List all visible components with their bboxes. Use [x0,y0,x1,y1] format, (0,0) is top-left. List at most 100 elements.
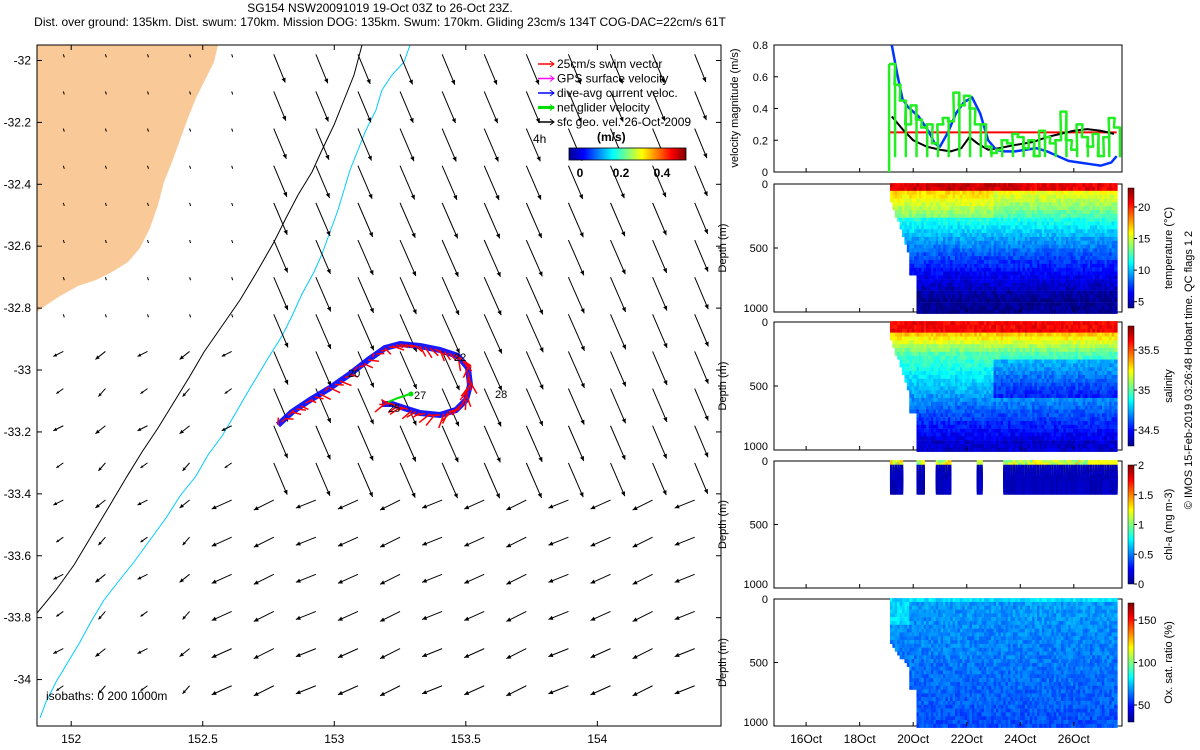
section-sample [938,394,942,399]
section-sample [964,324,969,329]
section-sample [906,321,911,326]
section-sample [935,183,940,188]
section-sample [986,355,990,360]
section-sample [1036,244,1041,249]
section-sample [986,294,990,299]
section-sample [993,286,998,291]
section-sample [935,394,940,399]
section-sample [1070,267,1075,272]
section-sample [995,190,1000,195]
section-sample [926,263,930,268]
section-sample [921,248,925,253]
section-sample [967,405,971,410]
section-sample [950,302,954,307]
section-sample [916,183,921,188]
section-sample [909,371,913,376]
section-sample [933,294,937,299]
section-sample [1082,256,1087,261]
section-sample [1024,298,1029,303]
section-sample [952,186,957,191]
section-sample [1039,190,1043,195]
geo-velocity-arrow [357,351,375,388]
section-sample [955,390,959,395]
section-sample [969,324,974,329]
section-sample [916,282,921,287]
section-sample [899,202,904,207]
section-sample [1058,259,1063,264]
section-sample [995,275,1000,280]
section-sample [979,282,983,287]
section-sample [981,378,986,383]
section-sample [971,290,976,295]
section-sample [993,394,998,399]
geo-velocity-arrow [652,165,667,198]
geo-velocity-arrow [104,54,107,58]
section-sample [1048,298,1053,303]
section-sample [1073,279,1077,284]
section-sample [933,440,937,445]
geo-velocity-arrow [211,573,232,584]
section-sample [933,275,937,280]
section-sample [986,194,990,199]
section-sample [1036,240,1041,245]
section-sample [1036,190,1041,195]
section-sample [923,344,928,349]
section-sample [1106,210,1111,215]
section-sample [945,198,949,203]
section-sample [1027,275,1031,280]
section-sample [942,359,947,364]
section-sample [1003,225,1007,230]
section-sample [933,378,937,383]
section-sample [933,236,937,241]
section-sample [1080,213,1084,218]
section-sample [1034,244,1039,249]
geo-velocity-arrow [147,239,149,244]
section-sample [993,386,998,391]
section-sample [955,397,959,402]
section-sample [959,413,964,418]
section-sample [935,436,940,441]
geo-velocity-arrow [483,202,501,239]
section-sample [974,444,978,449]
section-sample [957,279,962,284]
section-sample [957,252,962,257]
section-sample [993,355,998,360]
section-sample [947,340,952,345]
section-sample [1048,302,1053,307]
section-sample [1000,328,1005,333]
section-sample [1039,236,1043,241]
section-sample [1005,447,1010,452]
section-sample [930,190,935,195]
section-sample [1010,417,1015,422]
section-sample [967,286,971,291]
section-sample [923,424,928,429]
section-sample [1041,248,1046,253]
section-sample [947,386,952,391]
section-sample [918,186,923,191]
section-sample [1034,248,1039,253]
section-sample [1032,240,1036,245]
section-sample [1104,236,1109,241]
section-sample [930,371,935,376]
section-sample [959,409,964,414]
section-sample [926,206,930,211]
section-sample [935,252,940,257]
section-sample [1017,221,1022,226]
swim-vector [349,373,359,378]
section-sample [930,440,935,445]
section-sample [1039,206,1043,211]
section-sample [974,324,978,329]
section-sample [988,390,993,395]
section-sample [1092,202,1096,207]
section-sample [904,236,909,241]
section-sample [983,417,988,422]
section-sample [942,286,947,291]
section-sample [921,194,925,199]
section-sample [918,298,923,303]
section-sample [993,248,998,253]
section-sample [1027,186,1031,191]
section-sample [892,324,896,329]
section-sample [938,271,942,276]
section-sample [1041,198,1046,203]
